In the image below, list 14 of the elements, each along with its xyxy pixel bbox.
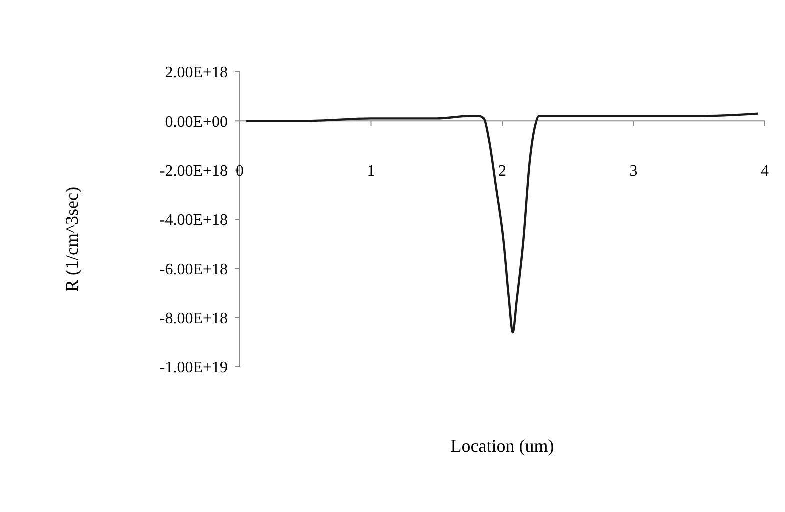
y-tick-label: 0.00E+00 [165,114,228,131]
x-tick-label: 0 [236,162,244,180]
x-tick-label: 3 [630,162,638,180]
y-tick-label: 2.00E+18 [165,64,228,82]
y-tick-label: -1.00E+19 [160,360,228,377]
y-tick-label: -4.00E+18 [160,212,228,230]
y-tick-label: -2.00E+18 [160,162,228,180]
y-tick-label: -8.00E+18 [160,310,228,328]
x-tick-label: 4 [761,162,769,180]
x-tick-label: 1 [367,162,376,180]
x-axis-title: Location (um) [450,436,554,456]
x-tick-label: 2 [498,162,506,180]
y-tick-label: -6.00E+18 [160,261,228,278]
y-axis-title: R (1/cm^3sec) [62,187,82,292]
